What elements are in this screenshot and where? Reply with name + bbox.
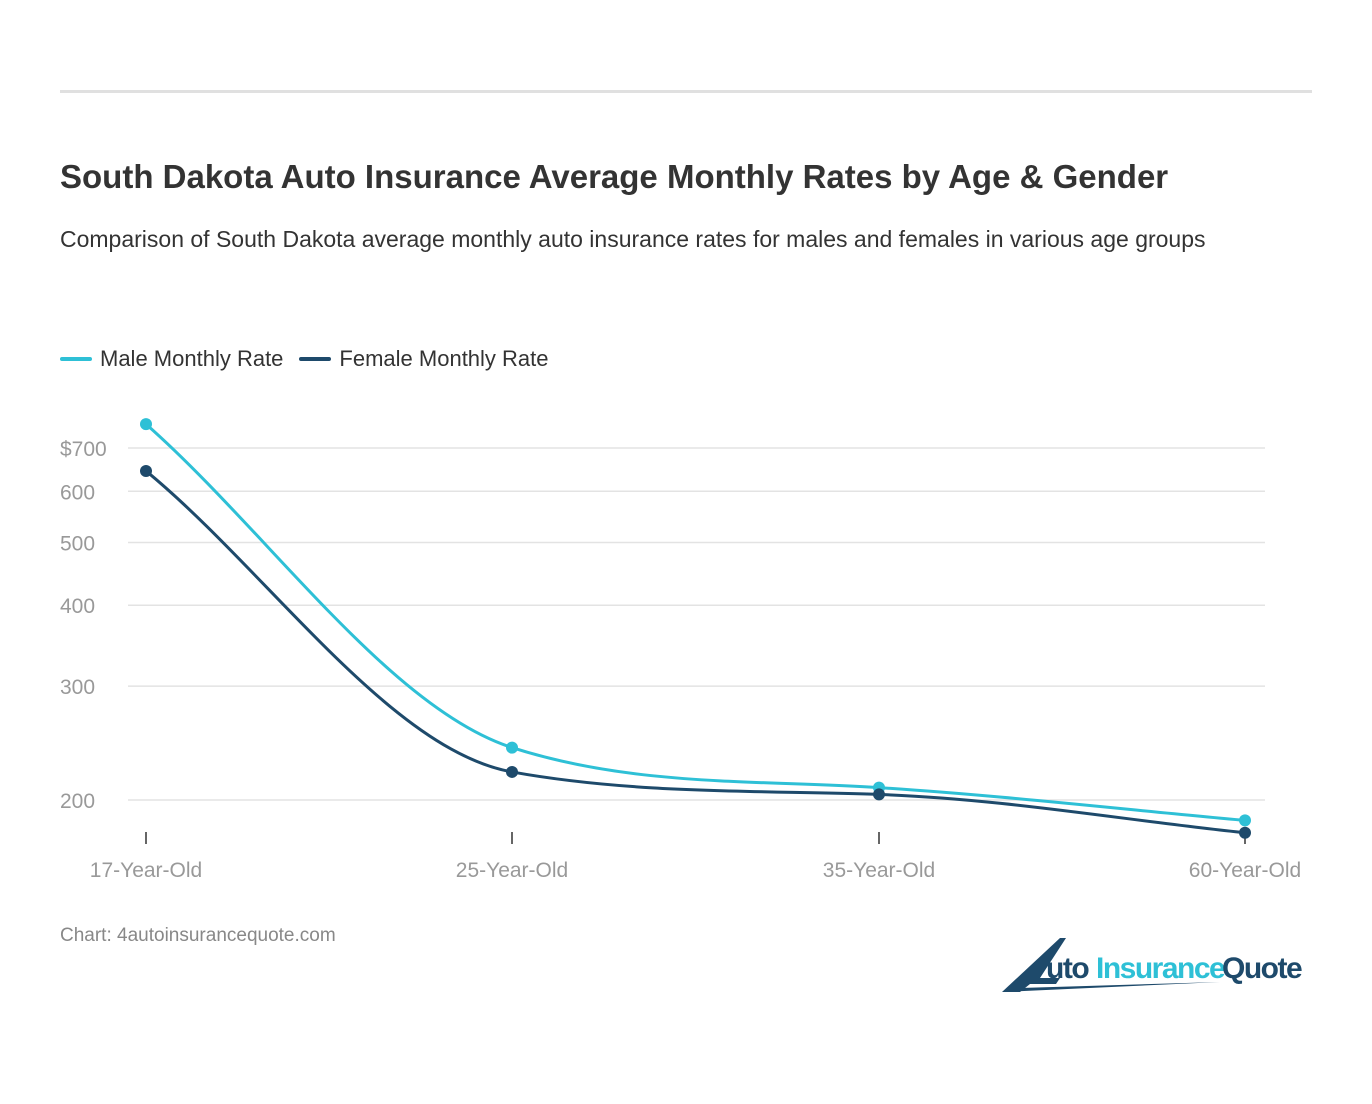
y-tick-label: 500 — [60, 533, 95, 556]
x-tick-label: 60-Year-Old — [1189, 859, 1301, 882]
plot-area: 200 300 400 500 600 $700 17-Year-Old 25-Year-Ol… — [60, 418, 1301, 882]
svg-text:Quote: Quote — [1222, 952, 1302, 985]
y-tick-label: 600 — [60, 481, 95, 504]
y-tick-label: $700 — [60, 438, 107, 461]
data-point-male — [140, 418, 152, 431]
x-tick-label: 17-Year-Old — [90, 859, 202, 882]
legend-item-female[interactable]: Female Monthly Rate — [299, 346, 549, 372]
svg-text:Insurance: Insurance — [1096, 952, 1225, 985]
legend: Male Monthly Rate Female Monthly Rate — [60, 346, 549, 372]
x-tick-label: 25-Year-Old — [456, 859, 568, 882]
legend-item-male[interactable]: Male Monthly Rate — [60, 346, 283, 372]
y-tick-label: 300 — [60, 676, 95, 699]
data-point-female — [506, 765, 518, 778]
y-tick-label: 400 — [60, 595, 95, 618]
logo: uto Insurance Quote — [1002, 938, 1303, 992]
chart-source: Chart: 4autoinsurancequote.com — [60, 925, 336, 946]
data-point-female — [1239, 826, 1251, 839]
legend-swatch — [299, 357, 332, 361]
data-point-female — [140, 464, 152, 477]
legend-label: Male Monthly Rate — [100, 346, 284, 371]
series-line-male — [145, 423, 1246, 822]
legend-swatch — [60, 357, 92, 361]
data-point-female — [873, 788, 885, 801]
chart-subtitle: Comparison of South Dakota average month… — [60, 226, 1206, 252]
series-line-female — [145, 469, 1246, 835]
legend-label: Female Monthly Rate — [339, 346, 549, 371]
x-tick-label: 35-Year-Old — [823, 859, 935, 882]
data-point-male — [1239, 814, 1251, 827]
y-tick-label: 200 — [60, 790, 95, 813]
divider — [60, 90, 1312, 93]
chart-title: South Dakota Auto Insurance Average Mont… — [60, 158, 1169, 195]
svg-text:uto: uto — [1046, 952, 1089, 985]
data-point-male — [506, 741, 518, 754]
